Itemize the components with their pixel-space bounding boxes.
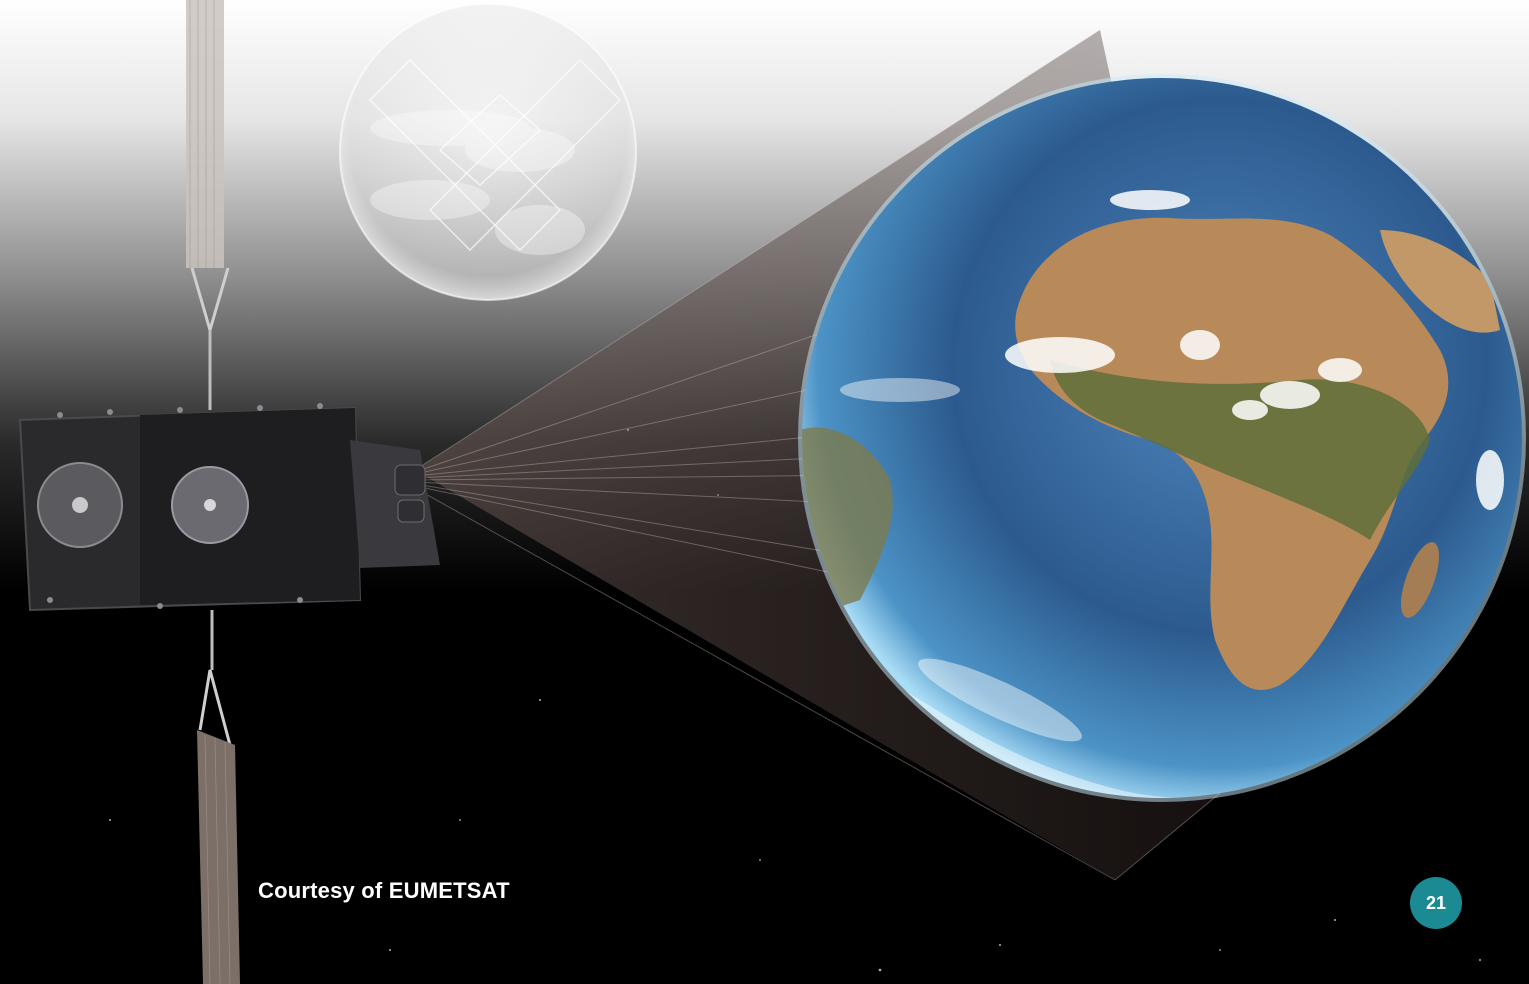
page-number-badge: 21 [1410,877,1462,929]
earth-globe [798,74,1526,802]
image-credit: Courtesy of EUMETSAT [258,878,510,903]
satellite-icon [18,0,440,984]
faded-earth-globe [339,3,637,301]
